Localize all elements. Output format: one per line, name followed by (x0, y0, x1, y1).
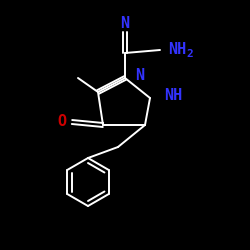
Text: 2: 2 (186, 49, 193, 59)
Text: NH: NH (164, 88, 182, 102)
Text: N: N (120, 16, 130, 32)
Text: O: O (58, 114, 66, 130)
Text: N: N (135, 68, 144, 84)
Text: NH: NH (168, 42, 186, 58)
